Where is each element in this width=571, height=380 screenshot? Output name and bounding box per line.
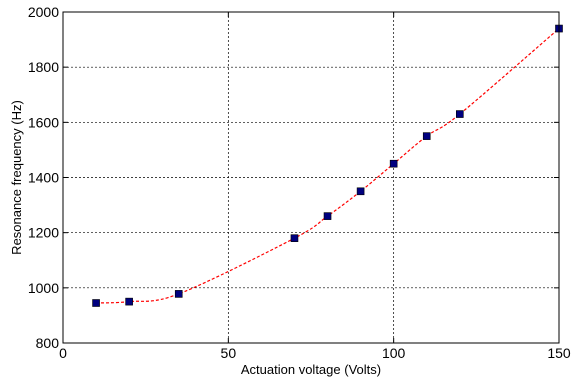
x-tick-label: 150 — [547, 345, 571, 361]
y-tick-label: 1800 — [28, 59, 59, 75]
y-tick-label: 1400 — [28, 170, 59, 186]
y-tick-label: 2000 — [28, 4, 59, 20]
x-tick-label: 100 — [382, 345, 406, 361]
y-tick-labels: 800 1000 1200 1400 1600 1800 2000 — [28, 4, 59, 351]
grid-lines — [63, 12, 559, 343]
data-point-marker — [125, 297, 133, 306]
data-point-marker — [290, 234, 299, 242]
data-point-marker — [323, 212, 332, 220]
fit-curve — [96, 28, 560, 304]
data-point-marker — [356, 187, 365, 196]
data-point-marker — [455, 110, 464, 118]
data-point-marker — [389, 159, 398, 168]
series-line — [96, 28, 560, 304]
x-axis-label: Actuation voltage (Volts) — [241, 362, 381, 377]
x-tick-labels: 0 50 100 150 — [59, 345, 571, 361]
x-tick-label: 0 — [59, 345, 67, 361]
y-tick-label: 1600 — [28, 114, 59, 130]
data-point-marker — [174, 290, 183, 298]
y-tick-label: 1200 — [28, 225, 59, 241]
axis-ticks — [62, 11, 560, 344]
data-point-marker — [92, 299, 100, 307]
data-point-marker — [422, 132, 431, 140]
y-tick-label: 800 — [36, 335, 60, 351]
y-axis-label: Resonance frequency (Hz) — [9, 100, 24, 255]
y-tick-label: 1000 — [28, 280, 59, 296]
x-tick-label: 50 — [221, 345, 237, 361]
